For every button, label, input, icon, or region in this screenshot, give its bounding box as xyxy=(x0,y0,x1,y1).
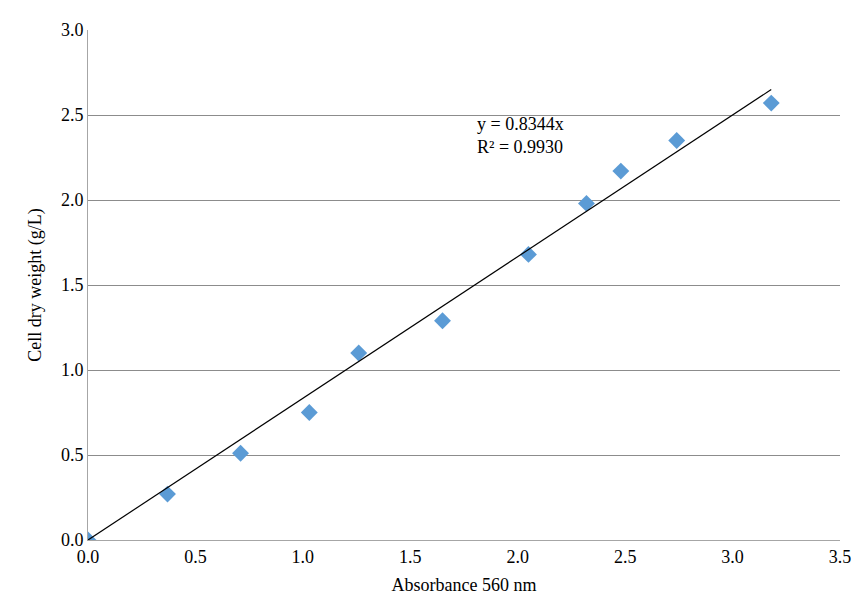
svg-text:0.5: 0.5 xyxy=(61,445,84,465)
svg-text:3.0: 3.0 xyxy=(61,20,84,40)
svg-text:y = 0.8344xR² = 0.9930: y = 0.8344xR² = 0.9930 xyxy=(477,114,564,157)
svg-text:0.0: 0.0 xyxy=(77,547,100,567)
svg-text:2.0: 2.0 xyxy=(61,190,84,210)
svg-text:1.0: 1.0 xyxy=(61,360,84,380)
svg-text:Cell dry weight (g/L): Cell dry weight (g/L) xyxy=(25,208,46,361)
svg-text:1.5: 1.5 xyxy=(399,547,422,567)
svg-text:3.5: 3.5 xyxy=(829,547,852,567)
svg-text:2.5: 2.5 xyxy=(614,547,637,567)
svg-text:Absorbance 560 nm: Absorbance 560 nm xyxy=(392,575,537,595)
svg-text:0.0: 0.0 xyxy=(61,530,84,550)
svg-text:0.5: 0.5 xyxy=(184,547,207,567)
svg-text:2.5: 2.5 xyxy=(61,105,84,125)
svg-text:1.5: 1.5 xyxy=(61,275,84,295)
svg-text:2.0: 2.0 xyxy=(506,547,529,567)
svg-text:3.0: 3.0 xyxy=(721,547,744,567)
svg-text:1.0: 1.0 xyxy=(292,547,315,567)
